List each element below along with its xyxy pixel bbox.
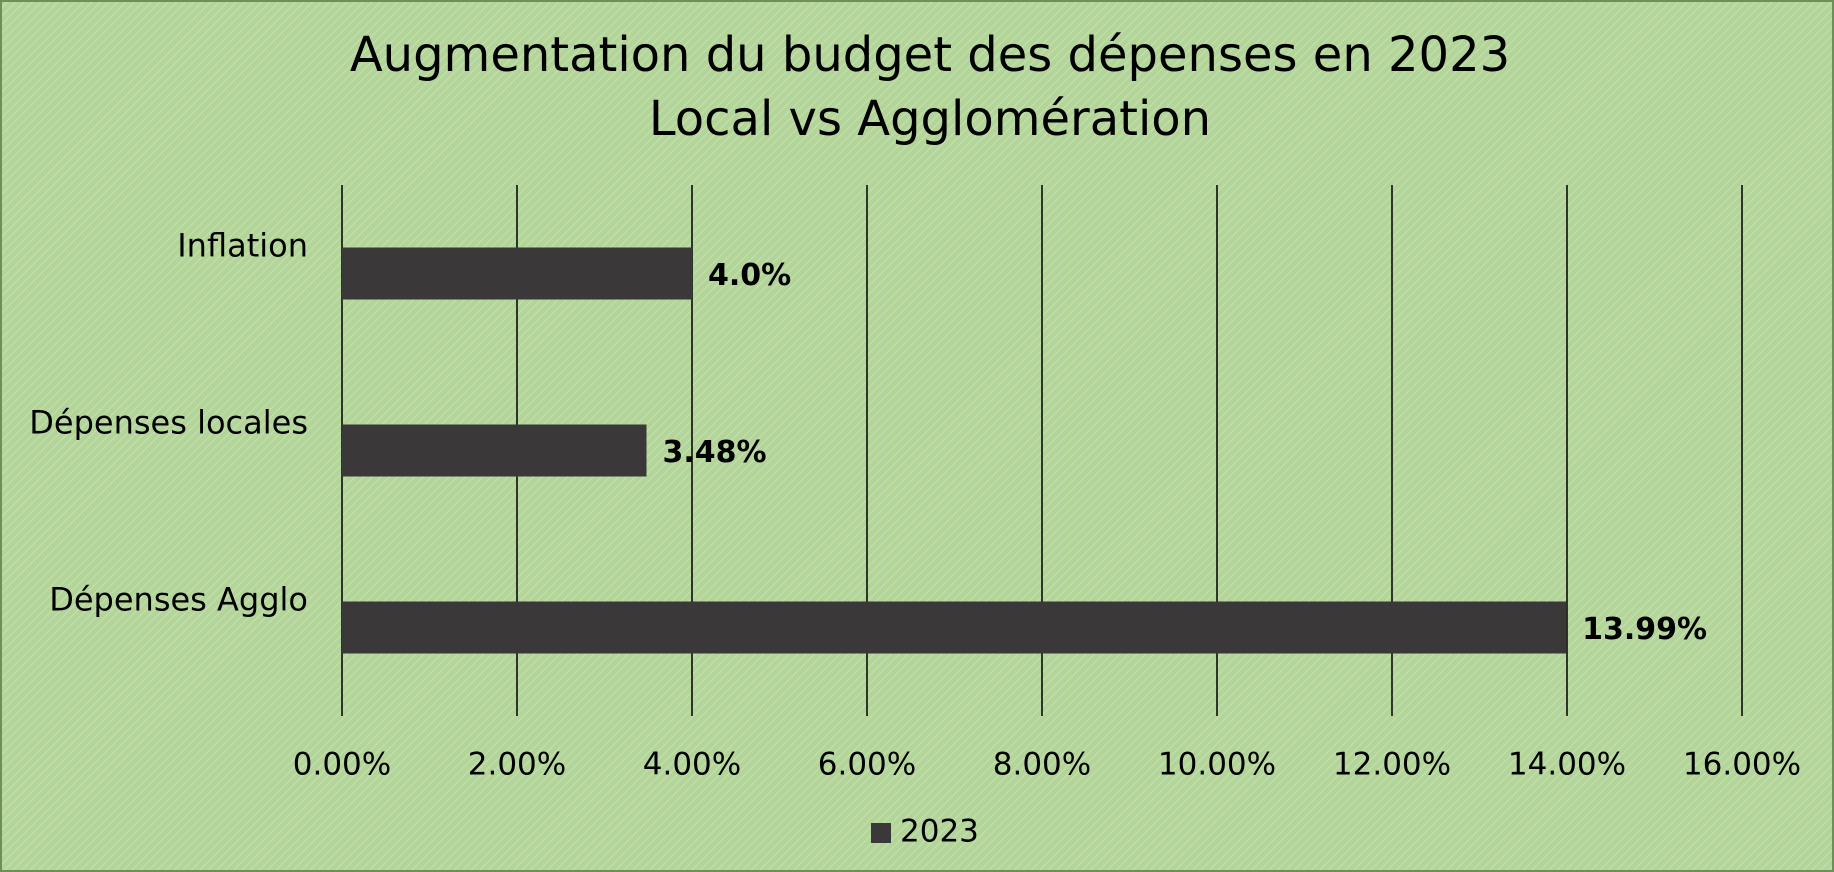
x-tick-label: 6.00% bbox=[818, 747, 916, 783]
x-tick-label: 14.00% bbox=[1508, 747, 1626, 783]
legend-label: 2023 bbox=[900, 814, 979, 850]
x-tick-label: 16.00% bbox=[1683, 747, 1801, 783]
x-tick-label: 4.00% bbox=[643, 747, 741, 783]
bar bbox=[342, 601, 1567, 654]
data-label: 13.99% bbox=[1582, 612, 1707, 647]
chart-subtitle: Local vs Agglomération bbox=[649, 91, 1211, 147]
x-tick-label: 8.00% bbox=[993, 747, 1091, 783]
bar bbox=[342, 247, 692, 300]
y-tick-label: Inflation bbox=[177, 227, 308, 265]
y-tick-label: Dépenses Agglo bbox=[49, 581, 308, 619]
data-label: 4.0% bbox=[708, 258, 791, 293]
data-label: 3.48% bbox=[663, 435, 767, 470]
bar bbox=[342, 424, 647, 477]
chart-title: Augmentation du budget des dépenses en 2… bbox=[350, 27, 1510, 83]
x-tick-label: 0.00% bbox=[293, 747, 391, 783]
x-tick-label: 10.00% bbox=[1158, 747, 1276, 783]
legend-swatch bbox=[871, 823, 891, 843]
y-tick-label: Dépenses locales bbox=[29, 404, 308, 442]
x-tick-label: 12.00% bbox=[1333, 747, 1451, 783]
x-tick-label: 2.00% bbox=[468, 747, 566, 783]
